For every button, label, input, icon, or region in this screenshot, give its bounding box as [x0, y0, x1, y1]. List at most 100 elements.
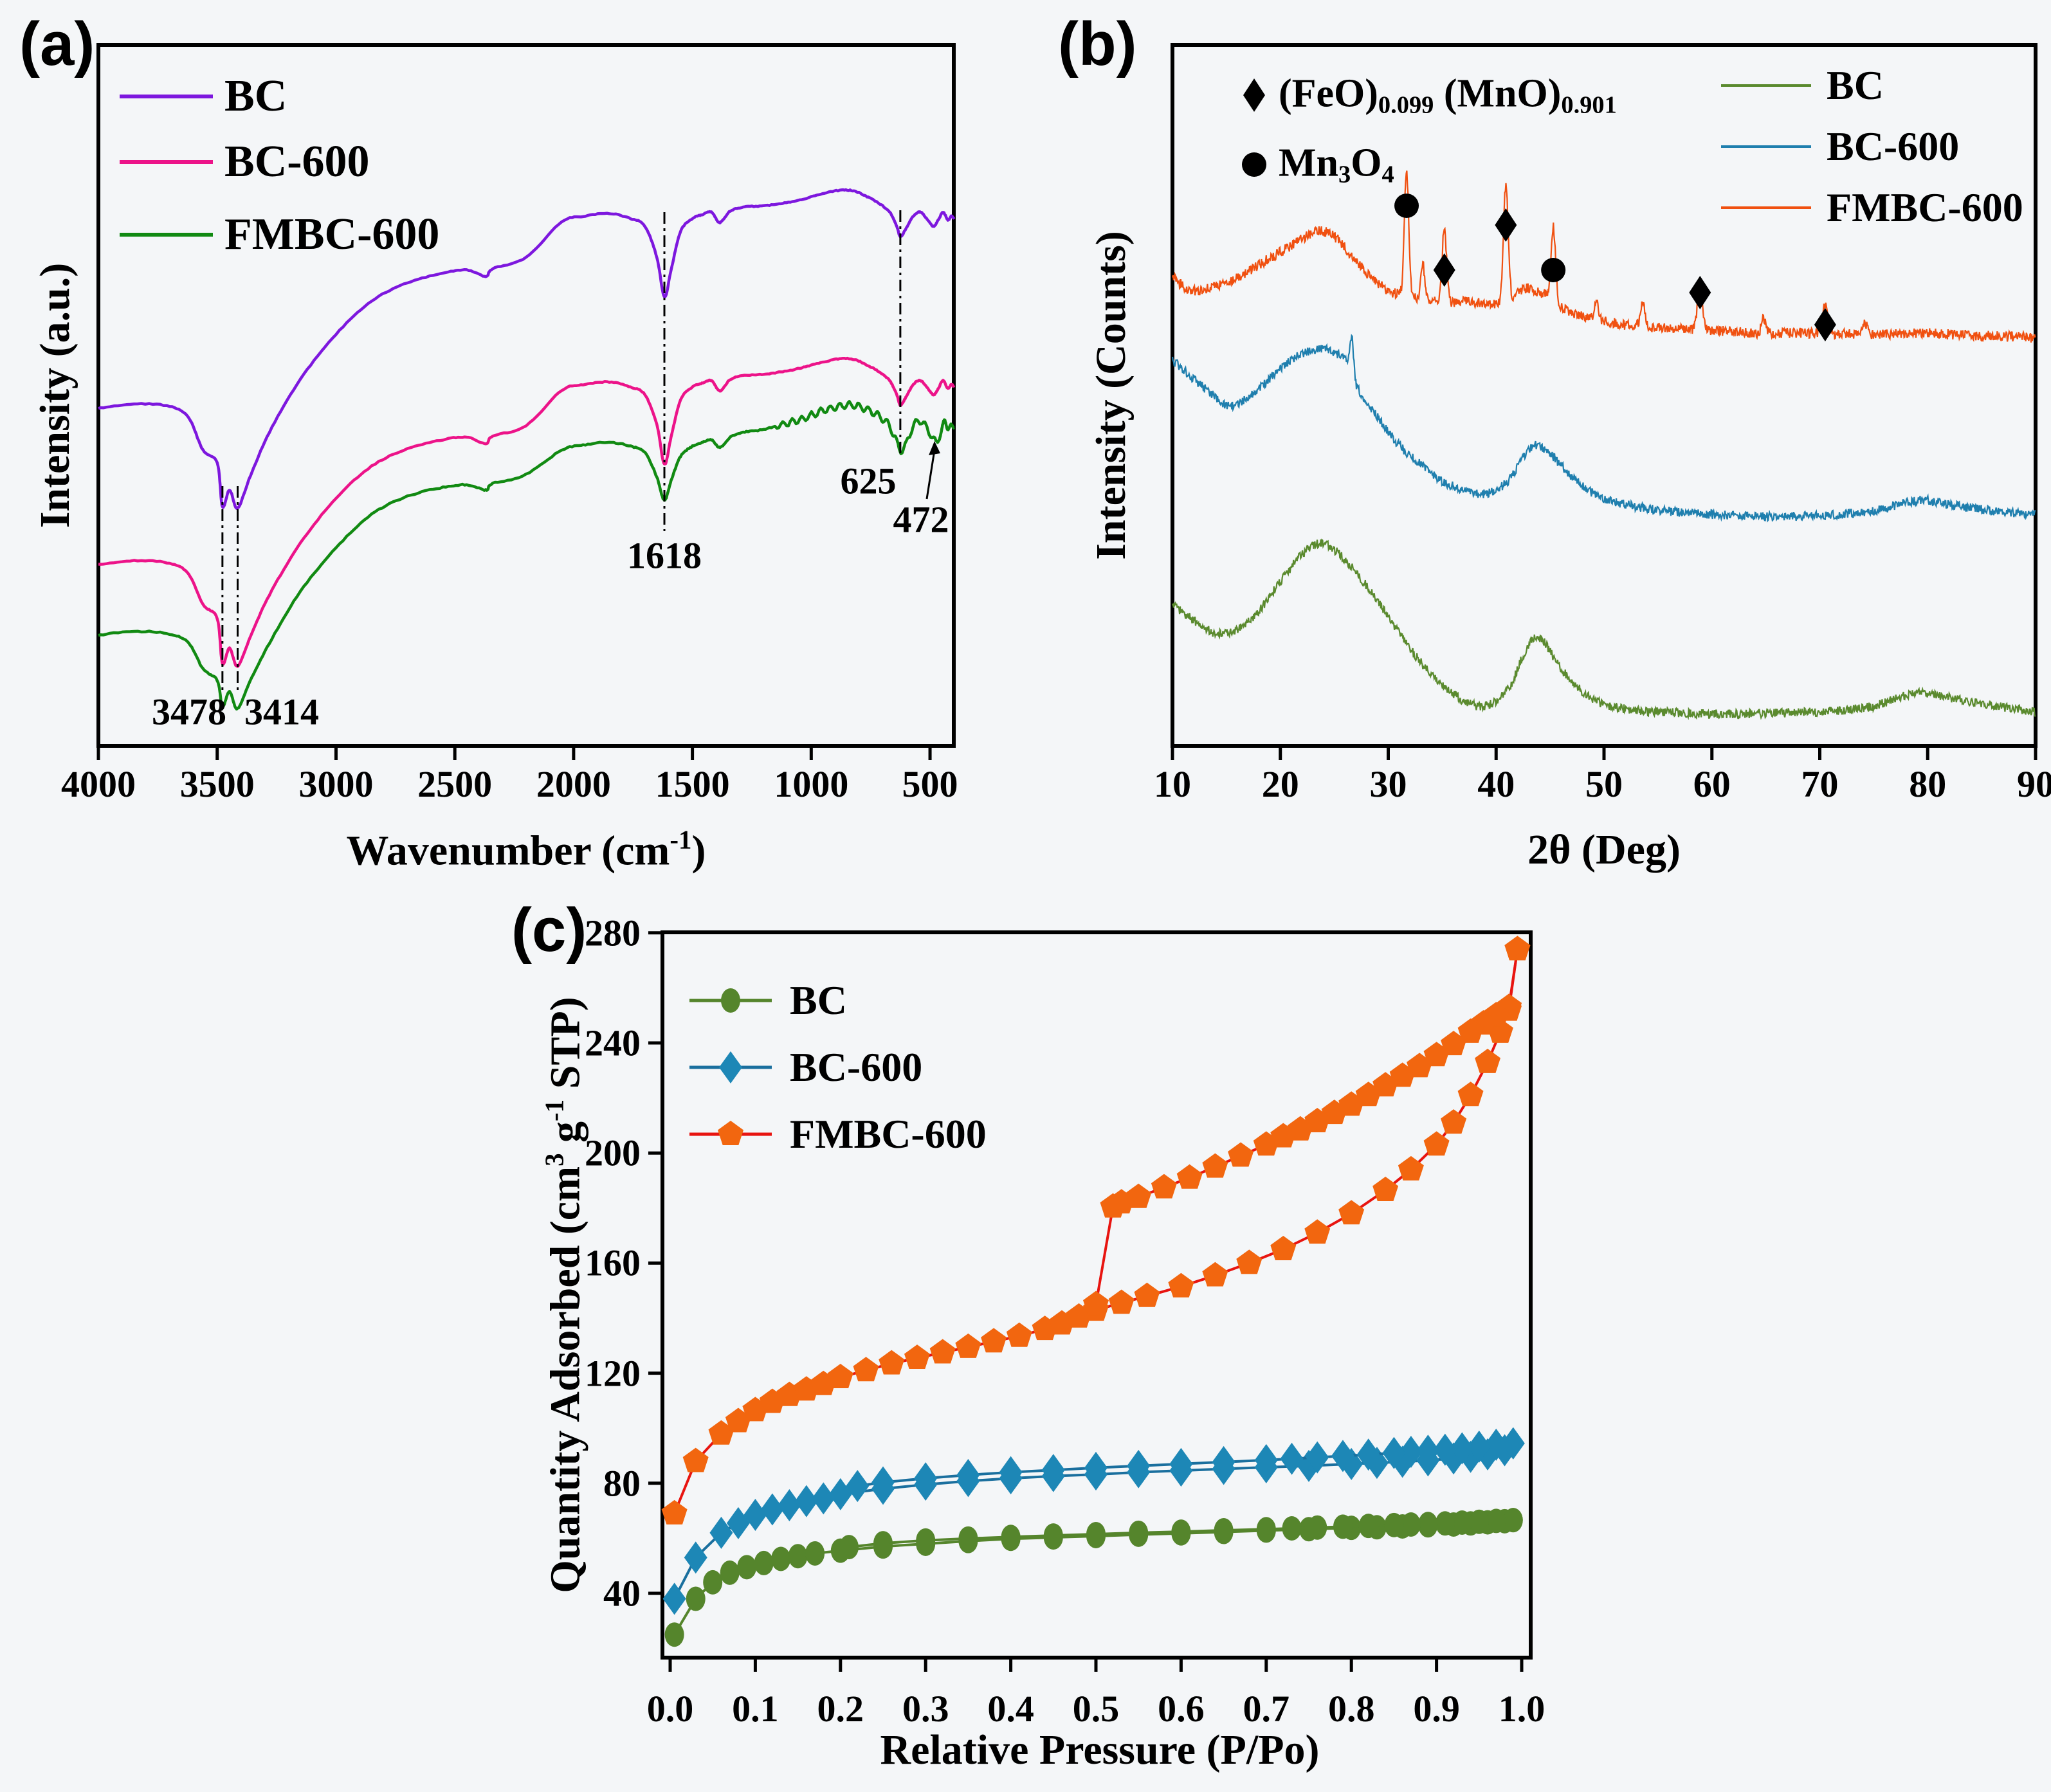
b-phase-feo-mno-label: (FeO)0.099 (MnO)0.901 — [1279, 71, 1617, 120]
c-marker-diamond — [846, 1470, 870, 1503]
c-marker-pentagon — [1372, 1177, 1399, 1201]
c-marker-pentagon — [1441, 1031, 1467, 1056]
c-isotherm-curves — [661, 936, 1531, 1647]
b-x-tick-label: 70 — [1801, 763, 1839, 805]
c-marker-ellipse — [1043, 1523, 1063, 1548]
c-marker-pentagon — [1202, 1153, 1228, 1178]
c-x-tick-label: 0.2 — [817, 1688, 864, 1730]
b-x-tick-label: 80 — [1909, 763, 1947, 805]
c-marker-pentagon — [1475, 1049, 1500, 1073]
a-x-tick-label: 3000 — [298, 763, 374, 805]
a-x-tick-label: 2500 — [417, 763, 493, 805]
c-marker-ellipse — [737, 1555, 757, 1580]
b-x-tick-label: 10 — [1154, 763, 1191, 805]
richtext-segment: Mn — [1279, 141, 1338, 185]
richtext-segment: O — [1351, 141, 1382, 185]
c-marker-pentagon — [1457, 1082, 1484, 1107]
a-y-axis-title: Intensity (a.u.) — [32, 262, 78, 529]
b-phase-markers — [1394, 194, 1836, 341]
c-marker-diamond — [1169, 1447, 1193, 1480]
c-marker-pentagon — [1202, 1262, 1228, 1287]
c-marker-pentagon — [661, 1499, 688, 1525]
b-x-tick-label: 30 — [1369, 763, 1407, 805]
c-marker-pentagon — [1423, 1131, 1450, 1156]
c-marker-ellipse — [703, 1570, 723, 1595]
c-legend-label-bc: BC — [790, 977, 847, 1023]
a-curve-BC-600 — [98, 356, 956, 668]
c-marker-ellipse — [1282, 1516, 1302, 1541]
richtext-segment: Quantity Adsorbed (cm — [542, 1166, 589, 1593]
b-phase-circle-icon — [1242, 152, 1266, 177]
c-marker-ellipse — [1469, 1509, 1489, 1534]
c-marker-pentagon — [853, 1357, 879, 1382]
c-marker-pentagon — [1100, 1193, 1126, 1218]
c-marker-diamond — [1331, 1440, 1354, 1472]
c-marker-ellipse — [1001, 1525, 1021, 1550]
c-marker-diamond — [1306, 1441, 1329, 1474]
c-marker-diamond — [709, 1516, 733, 1549]
richtext-segment: 4 — [1381, 161, 1394, 188]
richtext-segment: -1 — [540, 1099, 569, 1121]
c-x-axis-title: Relative Pressure (P/Po) — [880, 1726, 1320, 1773]
a-annotation-625: 625 — [840, 460, 897, 502]
c-marker-diamond — [684, 1541, 707, 1574]
c-marker-ellipse — [721, 988, 740, 1013]
a-legend-label-fmbc600: FMBC-600 — [224, 210, 440, 259]
c-marker-pentagon — [827, 1364, 853, 1388]
b-legend-label-bc: BC — [1827, 62, 1884, 108]
b-legend-label-bc600: BC-600 — [1827, 123, 1960, 169]
c-marker-ellipse — [788, 1544, 808, 1569]
b-marker-diamond — [1433, 253, 1455, 287]
a-annotation-3478: 3478 — [152, 691, 226, 733]
c-marker-ellipse — [1214, 1517, 1234, 1543]
c-marker-diamond — [778, 1489, 801, 1522]
c-marker-ellipse — [1384, 1512, 1404, 1537]
c-marker-ellipse — [1171, 1519, 1191, 1544]
c-y-tick-label: 120 — [585, 1352, 641, 1395]
c-marker-diamond — [1127, 1449, 1151, 1482]
c-marker-diamond — [1280, 1442, 1304, 1475]
c-x-tick-label: 0.0 — [646, 1688, 694, 1730]
b-marker-diamond — [1495, 208, 1517, 242]
c-x-tick-label: 0.7 — [1243, 1688, 1290, 1730]
b-curve-BC — [1171, 538, 2036, 721]
c-marker-diamond — [1416, 1435, 1440, 1467]
panel-c-letter: (c) — [511, 896, 587, 964]
a-curve-FMBC-600 — [98, 400, 955, 711]
b-phase-mn3o4-label: Mn3O4 — [1279, 141, 1394, 189]
b-marker-circle — [1394, 194, 1419, 218]
c-marker-pentagon — [1006, 1322, 1032, 1347]
c-marker-diamond — [1382, 1436, 1406, 1469]
c-marker-ellipse — [958, 1526, 978, 1551]
c-marker-ellipse — [1333, 1514, 1353, 1539]
c-marker-pentagon — [1504, 936, 1531, 961]
c-marker-pentagon — [1253, 1131, 1279, 1156]
a-annotation-1618: 1618 — [627, 534, 702, 577]
c-marker-pentagon — [981, 1328, 1007, 1353]
c-marker-pentagon — [1423, 1042, 1450, 1067]
b-y-axis-title: Intensity (Counts) — [1088, 231, 1135, 560]
c-marker-ellipse — [1129, 1520, 1149, 1545]
c-y-axis-title: Quantity Adsorbed (cm3 g-1 STP) — [540, 997, 590, 1593]
c-marker-pentagon — [1083, 1290, 1109, 1316]
panel-a-letter: (a) — [19, 10, 95, 78]
c-y-tick-label: 280 — [585, 912, 641, 954]
c-marker-diamond — [662, 1582, 686, 1615]
c-marker-ellipse — [686, 1586, 706, 1611]
c-x-tick-label: 0.5 — [1072, 1688, 1120, 1730]
c-marker-ellipse — [1486, 1508, 1506, 1534]
c-legend-label-fmbc600: FMBC-600 — [790, 1111, 987, 1157]
b-x-axis-title: 2θ (Deg) — [1527, 826, 1681, 873]
c-marker-pentagon — [1398, 1155, 1424, 1181]
a-legend-label-bc600: BC-600 — [224, 137, 370, 186]
c-marker-pentagon — [1441, 1109, 1467, 1134]
b-marker-diamond — [1814, 308, 1836, 341]
c-adsorption-line-FMBC-600 — [673, 949, 1519, 1514]
b-legend-label-fmbc600: FMBC-600 — [1827, 185, 2023, 230]
c-marker-diamond — [1084, 1451, 1108, 1484]
c-marker-diamond — [999, 1456, 1023, 1489]
c-marker-pentagon — [708, 1420, 734, 1445]
b-phase-diamond-icon — [1243, 78, 1265, 112]
